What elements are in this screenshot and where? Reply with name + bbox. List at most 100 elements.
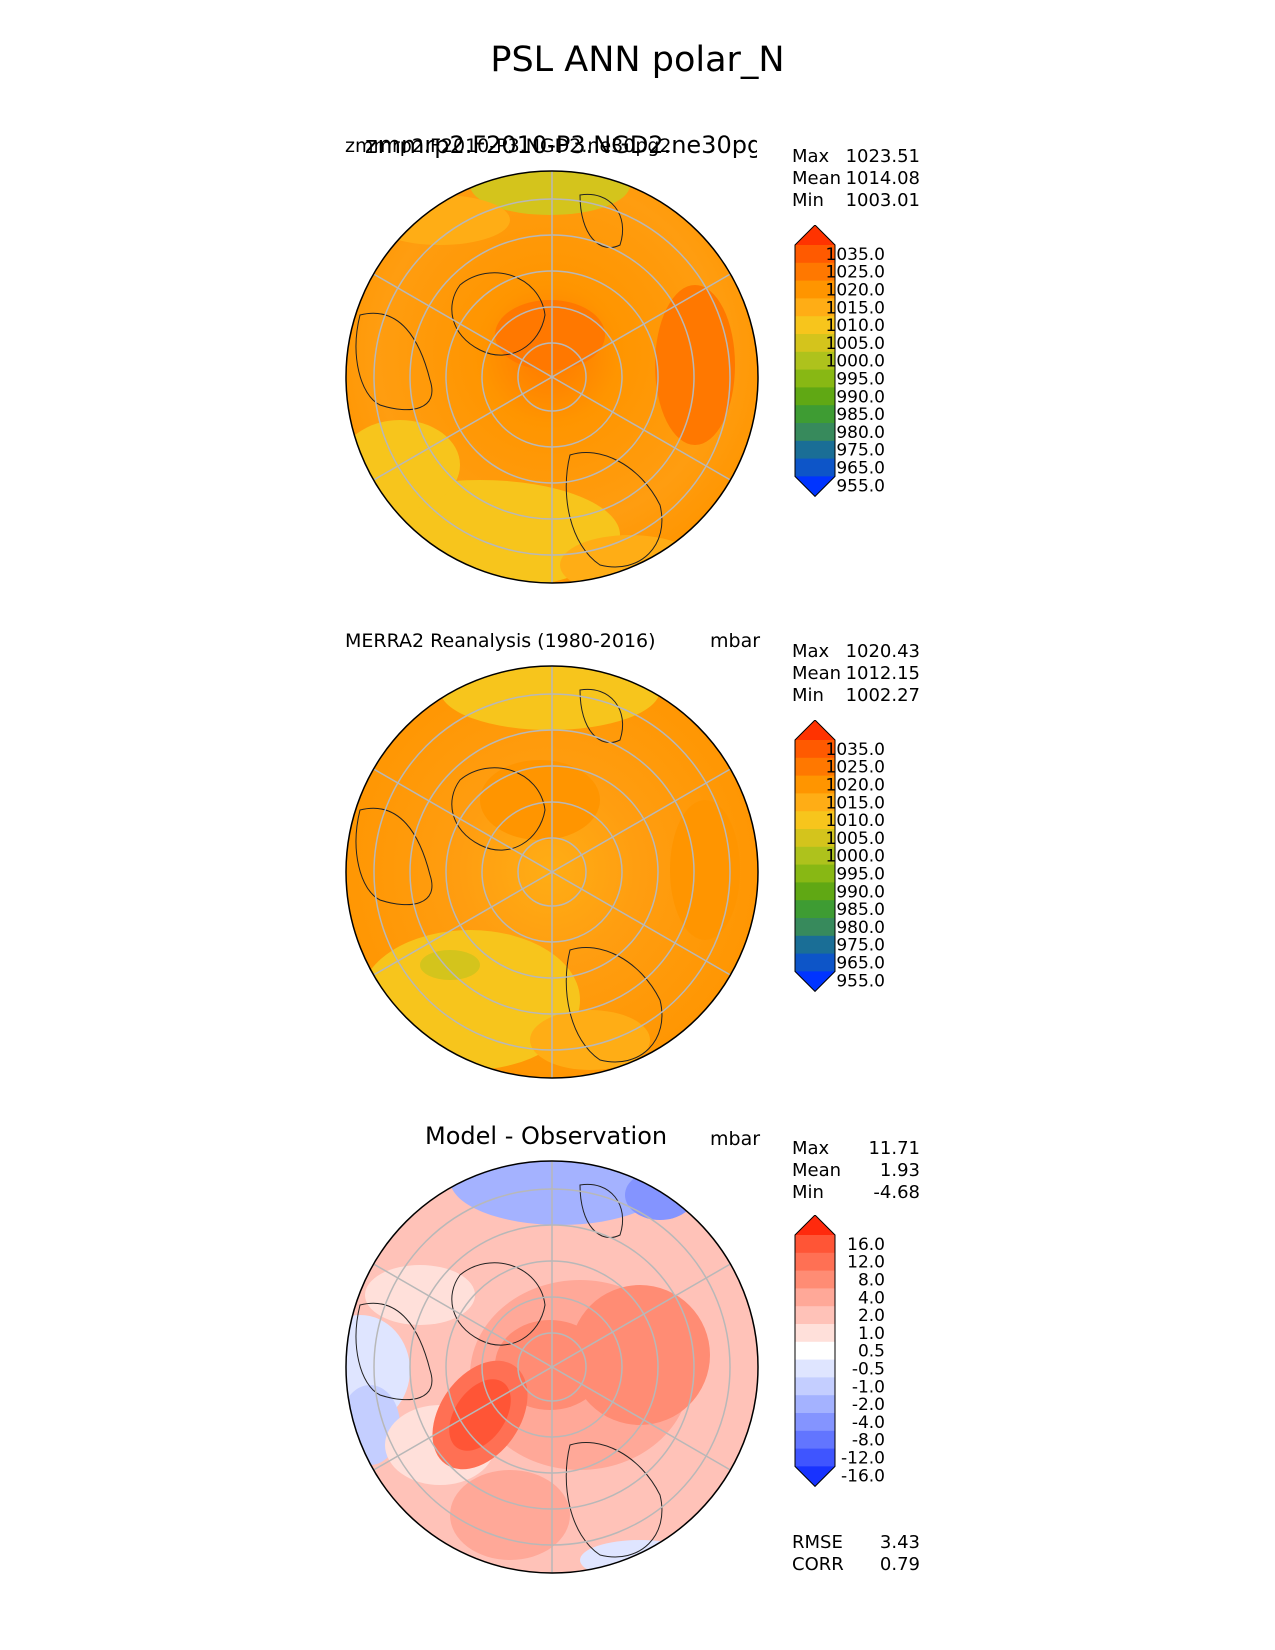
metric-value: 0.79 [879,1554,920,1575]
stats-block: Max 1020.43 Mean 1012.15 Min 1002.27 [792,641,920,707]
panel-title: Model - Observation [425,1122,668,1150]
colorbar-segment [795,334,835,353]
colorbar-segment [795,1324,835,1343]
low-pressure-region [470,171,630,215]
stat-value: 1014.08 [845,168,920,189]
colorbar-tick-label: 980.0 [836,918,885,938]
colorbar: 1035.01025.01020.01015.01010.01005.01000… [794,720,885,993]
colorbar-tick-label: -4.0 [852,1413,885,1433]
colorbar-tick-label: 1005.0 [826,334,885,354]
colorbar-tick-label: 1015.0 [826,298,885,318]
coastline-alaska [579,688,624,743]
stat-value: 11.71 [868,1138,920,1159]
colorbar-tick-label: 1.0 [858,1324,885,1344]
colorbar-segment [795,1359,835,1378]
colorbar-tick-label: -2.0 [852,1395,885,1415]
stats-block: Max 1023.51 Mean 1014.08 Min 1003.01 [792,146,920,212]
colorbar-outline [794,720,836,993]
panel-title: MERRA2 Reanalysis (1980-2016) [345,630,656,652]
colorbar-segment [795,1395,835,1414]
colorbar-segment [795,1341,835,1361]
colorbar-segment [795,351,835,371]
colorbar-segment [795,440,835,460]
colorbar-tick-label: 1020.0 [826,776,885,796]
colorbar-segment [795,1252,835,1272]
polar-map [345,665,759,1079]
colorbar-tick-label: 985.0 [836,900,885,920]
colorbar-tick-label: 1005.0 [826,829,885,849]
colorbar-tick-label: 995.0 [836,370,885,390]
stat-value: 1002.27 [845,685,920,706]
colorbar-tick-label: 1000.0 [826,352,885,372]
colorbar-tick-label: -12.0 [841,1449,885,1469]
colorbar-segment [795,423,835,442]
coastline-greenland [451,1262,546,1346]
stat-label: Mean [792,168,842,189]
colorbar-segment [795,1270,835,1289]
stat-value: 1012.15 [845,663,920,684]
pressure-region [480,760,600,840]
colorbar-segment [795,953,835,972]
pressure-region [670,800,740,940]
polar-map [345,1160,759,1574]
colorbar-segment [795,757,835,777]
colorbar-tick-label: 975.0 [836,936,885,956]
stat-value: 1020.43 [845,641,920,662]
colorbar-segment [795,458,835,477]
stat-label: Min [792,190,824,211]
colorbar-tick-label: 0.5 [858,1342,885,1362]
colorbar-tick-label: 4.0 [858,1288,885,1308]
coastline-alaska [579,193,624,248]
colorbar-tick-label: 1015.0 [826,793,885,813]
graticule [373,1161,731,1573]
colorbar-segment [795,245,835,264]
metric-value: 3.43 [879,1532,920,1553]
colorbar-segment [795,935,835,955]
colorbar-extend-min [795,971,835,992]
map-boundary [345,170,759,584]
graticule [373,171,731,583]
colorbar-segment [795,1430,835,1450]
colorbar-tick-label: 990.0 [836,387,885,407]
panel-title: zmmrp2.F2010-P3.NGD2.ne30pg2 [345,135,672,157]
colorbar-segment [795,1377,835,1396]
colorbar-tick-label: 12.0 [847,1253,885,1273]
stat-label: Max [792,641,830,662]
colorbar-segment [795,775,835,794]
colorbar-segment [795,280,835,299]
colorbar-segment [795,316,835,335]
stat-label: Max [792,146,830,167]
colorbar-segment [795,369,835,388]
colorbar-segment [795,1413,835,1432]
colorbar-segment [795,262,835,282]
metric-label: RMSE [792,1532,843,1553]
colorbar-extend-max [795,225,835,245]
stat-label: Min [792,1182,824,1203]
colorbar-extend-max [795,720,835,740]
coastline-canada [355,807,433,906]
colorbar-tick-label: -0.5 [852,1360,885,1380]
colorbar-tick-label: 1035.0 [826,740,885,760]
colorbar-tick-label: 965.0 [836,954,885,974]
units-label: mbar [710,1128,761,1150]
colorbar-tick-label: 1025.0 [826,263,885,283]
stats-block: Max 11.71 Mean 1.93 Min -4.68 [792,1138,920,1204]
colorbar-tick-label: 1025.0 [826,758,885,778]
colorbar-tick-label: 1010.0 [826,811,885,831]
colorbar-segment [795,811,835,830]
stat-value: 1023.51 [845,146,920,167]
colorbar-tick-label: 955.0 [836,476,885,496]
colorbar-segment [795,1306,835,1325]
coastline-greenland [451,767,546,851]
colorbar-segment [795,864,835,883]
colorbar-tick-label: 8.0 [858,1271,885,1291]
colorbar-segment [795,1288,835,1307]
positive-anomaly-region [449,1379,511,1451]
coastline-greenland [451,272,546,356]
map-boundary [345,1160,759,1574]
anomaly-region [450,1470,570,1560]
colorbar: 16.012.08.04.02.01.00.5-0.5-1.0-2.0-4.0-… [794,1215,885,1488]
colorbar: 1035.01025.01020.01015.01010.01005.01000… [794,225,885,498]
coastline-alaska [579,1183,624,1238]
coastline-canada [355,312,433,411]
